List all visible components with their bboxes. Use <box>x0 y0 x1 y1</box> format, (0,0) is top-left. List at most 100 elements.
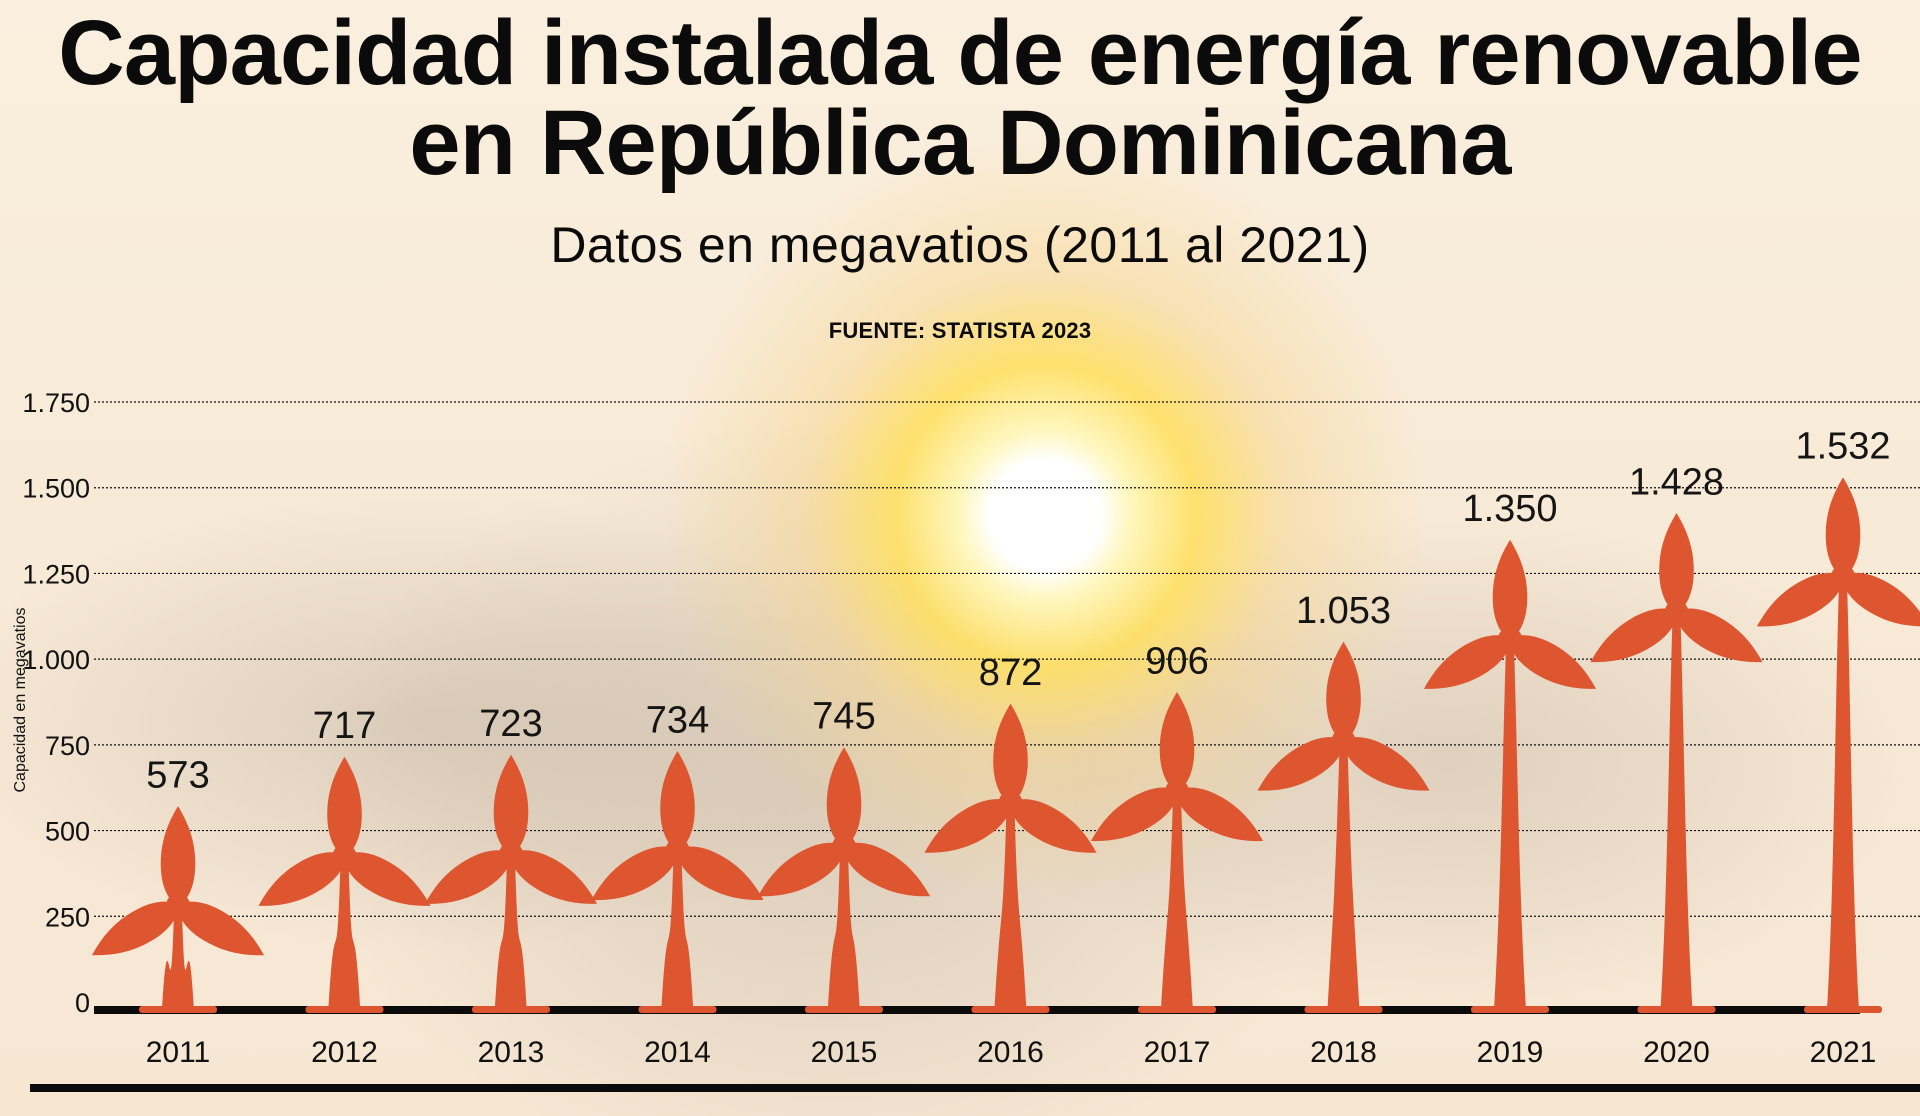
data-label-2021: 1.532 <box>1795 426 1890 468</box>
x-tick-label-2015: 2015 <box>811 1036 878 1069</box>
turbine-hub-2020 <box>1664 600 1689 625</box>
turbine-tower-2019 <box>1494 644 1526 1010</box>
turbine-blade-2018-3 <box>1257 737 1344 791</box>
x-tick-label-2013: 2013 <box>478 1036 545 1069</box>
x-tick-label-2019: 2019 <box>1477 1036 1544 1069</box>
turbine-hub-2015 <box>832 834 856 859</box>
turbine-blade-2014-3 <box>591 846 678 901</box>
data-label-2016: 872 <box>979 652 1042 694</box>
turbine-tower-2017 <box>1161 796 1193 1010</box>
turbine-base-2013 <box>472 1006 550 1013</box>
turbine-blade-2020-3 <box>1590 608 1677 663</box>
turbine-2015 <box>757 747 931 1013</box>
turbine-hub-2018 <box>1331 728 1356 753</box>
x-tick-label-2021: 2021 <box>1810 1036 1877 1069</box>
turbine-base-2019 <box>1471 1006 1549 1013</box>
turbine-blade-2019-3 <box>1423 635 1511 689</box>
turbine-blade-2011-1 <box>160 806 196 906</box>
turbine-blade-2013-3 <box>424 850 512 904</box>
y-tick-label-1: 250 <box>45 902 90 932</box>
turbine-blade-2012-1 <box>327 756 362 857</box>
data-label-2020: 1.428 <box>1629 461 1724 503</box>
turbine-blade-2016-2 <box>1010 799 1097 853</box>
turbine-tower-2018 <box>1327 745 1360 1010</box>
turbine-base-2017 <box>1138 1006 1216 1013</box>
turbine-hub-2016 <box>998 791 1023 816</box>
turbine-hub-2017 <box>1165 779 1189 804</box>
turbine-tower-2016 <box>994 808 1027 1010</box>
turbine-blade-2013-1 <box>493 754 529 855</box>
turbine-blade-2021-2 <box>1842 572 1920 627</box>
y-tick-label-4: 1.000 <box>22 645 90 675</box>
turbine-2020 <box>1590 513 1763 1013</box>
turbine-blade-2015-3 <box>757 842 845 897</box>
turbine-2013 <box>424 754 598 1013</box>
turbine-2018 <box>1257 641 1430 1013</box>
data-label-2018: 1.053 <box>1296 590 1391 632</box>
turbine-base-2020 <box>1637 1006 1716 1013</box>
x-tick-label-2011: 2011 <box>146 1036 211 1069</box>
x-tick-label-2016: 2016 <box>977 1036 1044 1069</box>
turbine-blade-2020-2 <box>1676 608 1763 663</box>
turbine-blade-2011-3 <box>91 901 179 956</box>
x-tick-label-2014: 2014 <box>644 1036 711 1069</box>
turbine-blade-2017-2 <box>1176 787 1264 842</box>
data-label-2013: 723 <box>479 703 542 745</box>
y-axis-label: Capacidad en megavatios <box>12 607 29 792</box>
turbine-tower-2021 <box>1827 581 1859 1010</box>
turbine-tower-2014 <box>661 855 694 1010</box>
turbine-blade-2014-2 <box>677 846 764 901</box>
data-label-2011: 573 <box>146 755 209 797</box>
turbine-blade-2020-1 <box>1659 513 1694 613</box>
turbine-base-2011 <box>139 1006 217 1013</box>
data-label-2014: 734 <box>646 699 709 741</box>
chart-subtitle: Datos en megavatios (2011 al 2021) <box>550 217 1370 273</box>
turbine-tower-2013 <box>495 859 527 1010</box>
turbine-2012 <box>258 756 431 1013</box>
turbine-tower-2012 <box>328 861 361 1010</box>
turbine-2011 <box>91 806 265 1013</box>
y-tick-label-6: 1.500 <box>22 474 90 504</box>
turbine-blade-2016-3 <box>924 799 1011 853</box>
chart-title: Capacidad instalada de energía renovable… <box>58 2 1862 195</box>
turbine-blade-2014-1 <box>660 750 695 851</box>
turbine-blade-2017-1 <box>1159 692 1195 792</box>
turbine-base-2016 <box>971 1006 1050 1013</box>
turbine-base-2015 <box>805 1006 883 1013</box>
turbine-2021 <box>1756 477 1920 1013</box>
turbine-blade-2019-1 <box>1492 539 1528 640</box>
data-label-2019: 1.350 <box>1462 488 1557 530</box>
turbine-base-2021 <box>1804 1006 1882 1013</box>
turbine-base-2012 <box>305 1006 384 1013</box>
turbine-blade-2021-1 <box>1825 477 1861 577</box>
turbine-blade-2017-3 <box>1090 787 1178 842</box>
turbine-tower-2020 <box>1660 617 1693 1010</box>
turbine-blade-2012-3 <box>258 852 345 906</box>
turbine-hub-2013 <box>499 842 523 867</box>
turbine-blade-2012-2 <box>344 852 431 906</box>
x-tick-label-2020: 2020 <box>1643 1036 1710 1069</box>
turbine-2019 <box>1423 539 1597 1013</box>
turbine-blade-2018-2 <box>1343 737 1430 791</box>
turbine-blade-2013-2 <box>510 850 598 904</box>
data-label-2012: 717 <box>313 705 376 747</box>
y-tick-label-2: 500 <box>45 817 90 847</box>
data-label-2015: 745 <box>812 696 875 738</box>
turbine-base-2018 <box>1304 1006 1383 1013</box>
turbine-hub-2011 <box>166 893 190 918</box>
turbine-blade-2015-1 <box>826 747 862 847</box>
turbine-blade-2015-2 <box>843 842 931 897</box>
y-tick-label-7: 1.750 <box>22 388 90 418</box>
turbine-hub-2021 <box>1831 564 1855 589</box>
turbine-2017 <box>1090 692 1264 1013</box>
data-label-2017: 906 <box>1145 640 1208 682</box>
turbine-hub-2019 <box>1498 627 1522 652</box>
turbine-blade-2021-3 <box>1756 572 1844 627</box>
chart-marks <box>91 477 1920 1013</box>
turbine-tower-2015 <box>828 851 860 1010</box>
y-tick-label-5: 1.250 <box>22 559 90 589</box>
turbine-hub-2012 <box>332 844 357 869</box>
turbine-blade-2016-1 <box>993 703 1028 804</box>
